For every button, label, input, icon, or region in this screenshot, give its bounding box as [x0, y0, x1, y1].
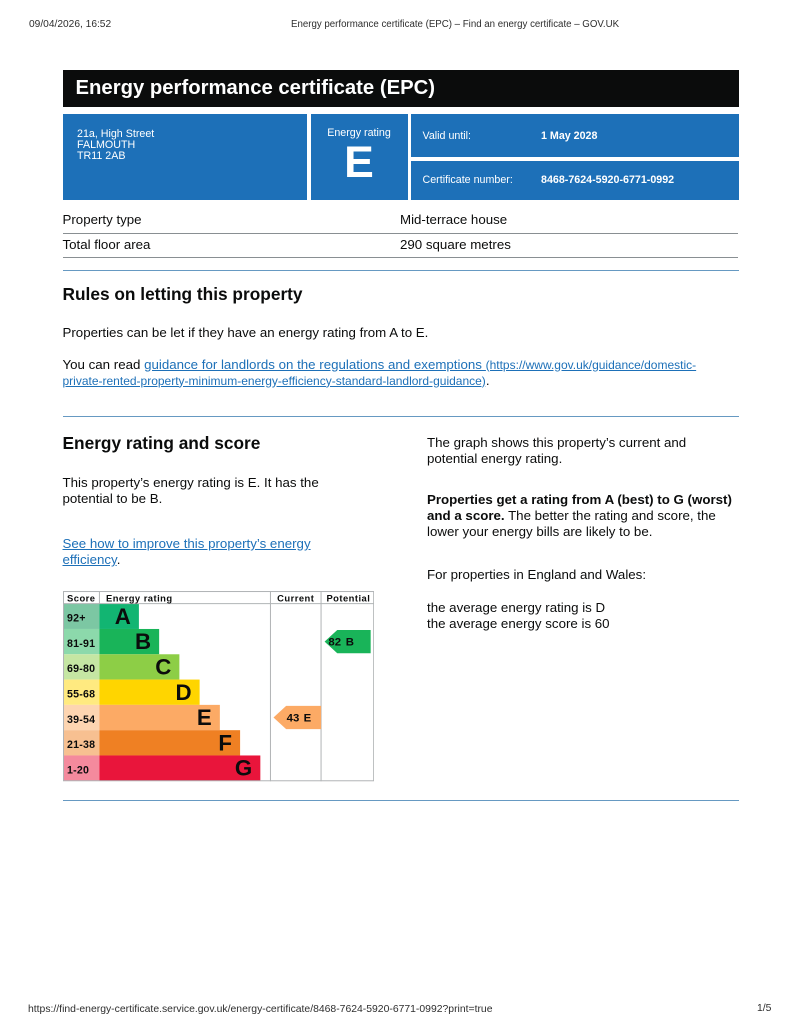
svg-text:92+: 92+ — [67, 613, 86, 625]
svg-text:82: 82 — [328, 637, 341, 649]
svg-text:1-20: 1-20 — [67, 765, 89, 777]
svg-text:B: B — [134, 630, 150, 655]
svg-text:43: 43 — [286, 713, 299, 725]
svg-text:Potential: Potential — [326, 593, 370, 604]
svg-text:G: G — [234, 756, 251, 781]
svg-text:A: A — [114, 604, 130, 629]
svg-text:Energy rating: Energy rating — [106, 593, 173, 604]
svg-text:E: E — [196, 706, 211, 731]
svg-text:21-38: 21-38 — [67, 740, 95, 752]
svg-text:81-91: 81-91 — [67, 638, 95, 650]
svg-text:Score: Score — [67, 593, 95, 604]
svg-text:D: D — [175, 680, 191, 705]
svg-text:55-68: 55-68 — [67, 689, 95, 701]
svg-text:F: F — [218, 731, 232, 756]
svg-text:B: B — [345, 637, 353, 649]
svg-text:C: C — [155, 655, 171, 680]
svg-text:69-80: 69-80 — [67, 664, 95, 676]
svg-text:Current: Current — [277, 593, 315, 604]
svg-text:39-54: 39-54 — [67, 714, 95, 726]
svg-text:E: E — [303, 713, 311, 725]
